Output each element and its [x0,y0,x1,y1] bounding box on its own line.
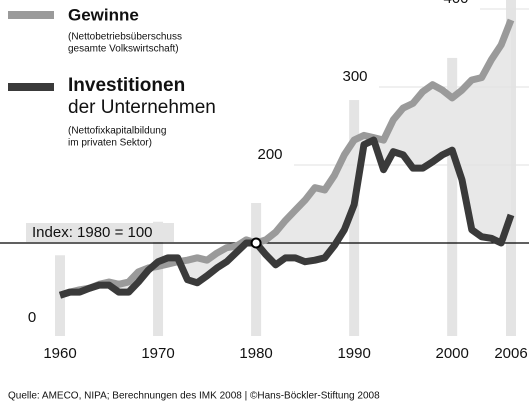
legend-note: (Nettobetriebsüberschuss [68,32,182,43]
y-tick-label: 400 [443,0,468,7]
plot-layer: 1960 1970 1980 1990 2000 2006 0 Index: 1980 = 1… [0,0,529,362]
y-tick-label: 300 [342,68,367,85]
x-grid-column [447,57,458,337]
legend-note: im privaten Sektor) [68,138,152,149]
series-line [58,136,515,299]
legend-note: gesamte Volkswirtschaft) [68,44,179,55]
x-tick-label: 1960 [43,345,76,362]
legend-swatch [8,11,54,19]
x-grid-column [349,100,360,336]
x-tick-label: 1970 [141,345,174,362]
series-line [58,18,515,299]
legend-label: der Unternehmen [68,97,216,118]
x-tick-label: 2006 [494,345,527,362]
background-layer [26,0,529,337]
legend-label: Gewinne [68,5,139,24]
x-grid-column [251,203,262,336]
x-tick-label: 1990 [337,345,370,362]
legend-label: Investitionen [68,75,185,96]
legend-note: (Nettofixkapitalbildung [68,126,166,137]
x-tick-label: 2000 [435,345,468,362]
legend-swatch [8,83,54,91]
legend: Gewinne (Nettobetriebsüberschuss gesamte… [8,5,216,149]
y-tick-label: 200 [257,146,282,163]
x-tick-label: 1980 [239,345,272,362]
index-point [250,237,262,249]
x-grid-column [153,221,164,336]
index-label-bg [26,223,174,242]
y-tick-label: 0 [28,309,36,326]
y-tick-label: Index: 1980 = 100 [32,224,153,241]
area-between [60,19,511,296]
x-grid-column [55,255,65,336]
source: Quelle: AMECO, NIPA; Berechnungen des IM… [8,391,380,402]
